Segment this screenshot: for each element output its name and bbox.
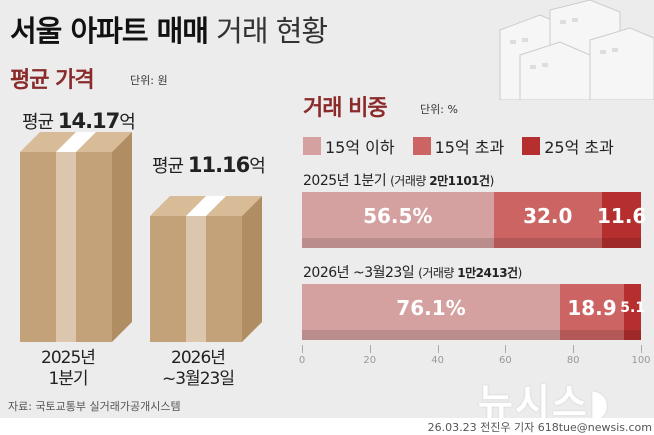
x-tick-label: 20	[363, 355, 377, 366]
bar-2026: 76.1% 18.9 5.1	[302, 284, 645, 340]
x-tick-label: 0	[298, 355, 306, 366]
bar-2025: 56.5% 32.0 11.6	[302, 192, 646, 248]
bar-label-2025: 2025년 1분기 (거래량 2만1101건)	[303, 173, 494, 189]
x-tick	[573, 345, 575, 353]
legend: 15억 이하 15억 초과 25억 초과	[303, 134, 614, 158]
avg-price-2025: 평균 14.17억	[22, 109, 136, 133]
x-tick-label: 60	[499, 355, 512, 366]
period-2025: 2025년 1분기	[41, 348, 96, 389]
credit: 26.03.23 전진우 기자 618tue@newsis.com	[427, 421, 652, 434]
footer: 26.03.23 전진우 기자 618tue@newsis.com	[0, 418, 654, 435]
source: 자료: 국토교통부 실거래가공개시스템	[8, 400, 181, 413]
bar-segment-3: 11.6	[597, 192, 646, 248]
bar-segment-2: 32.0	[493, 192, 602, 248]
legend-item: 15억 이하	[303, 134, 395, 158]
legend-item: 25억 초과	[522, 134, 614, 158]
page-title: 서울 아파트 매매 거래 현황	[10, 8, 328, 50]
price-unit: 단위: 원	[130, 74, 168, 87]
x-tick	[302, 345, 303, 353]
x-tick-label: 80	[566, 355, 580, 366]
legend-swatch	[303, 137, 321, 155]
bar-segment-2: 18.9	[559, 284, 625, 340]
x-tick-label: 100	[631, 355, 651, 366]
bar-segment-3: 5.1	[620, 284, 645, 340]
bar-segment-1: 56.5%	[302, 192, 494, 248]
x-tick	[505, 345, 507, 353]
share-unit: 단위: %	[420, 103, 458, 116]
box-2026	[150, 196, 262, 342]
bar-segment-1: 76.1%	[302, 284, 560, 340]
bar-label-2026: 2026년 ~3월23일 (거래량 1만2413건)	[303, 265, 522, 281]
share-heading: 거래 비중	[303, 96, 388, 121]
price-heading: 평균 가격	[10, 68, 95, 93]
watermark-logo: 뉴시스◗	[478, 381, 611, 425]
x-tick-label: 40	[431, 355, 444, 366]
x-tick	[437, 345, 439, 353]
title-light: 거래 현황	[216, 14, 328, 48]
avg-price-2026: 평균 11.16억	[152, 153, 266, 177]
x-tick	[369, 345, 371, 353]
period-2026: 2026년 ~3월23일	[162, 348, 235, 389]
box-2025	[20, 132, 132, 342]
x-tick	[641, 345, 642, 353]
legend-swatch	[522, 137, 541, 155]
apartment-buildings-illustration	[499, 0, 654, 100]
title-bold: 서울 아파트 매매	[10, 14, 209, 48]
legend-item: 15억 초과	[412, 134, 504, 158]
legend-swatch	[412, 137, 431, 155]
